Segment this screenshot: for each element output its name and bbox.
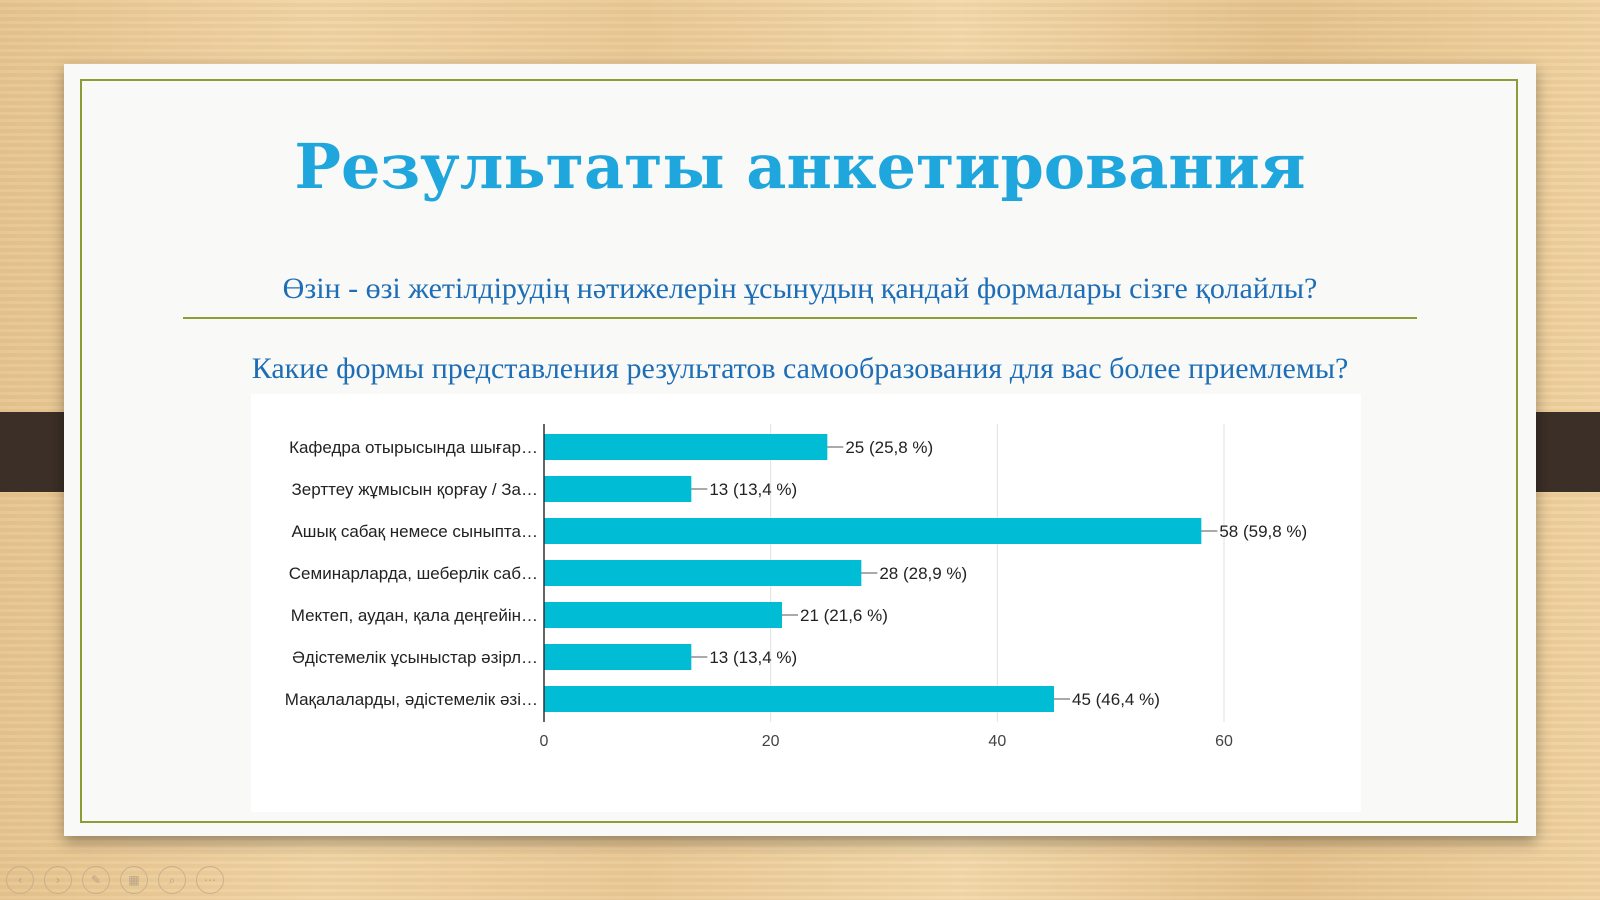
x-tick-label: 0 <box>540 733 549 750</box>
data-label: 45 (46,4 %) <box>1072 690 1160 709</box>
bar <box>544 644 692 670</box>
slide: Результаты анкетирования Өзін - өзі жеті… <box>64 64 1536 836</box>
next-icon[interactable]: › <box>44 866 72 894</box>
bar <box>544 560 862 586</box>
slide-title: Результаты анкетирования <box>294 130 1306 203</box>
slide-frame <box>80 79 1518 823</box>
more-icon[interactable]: ⋯ <box>196 866 224 894</box>
question-russian: Какие формы представления результатов са… <box>251 352 1349 385</box>
x-tick-label: 20 <box>762 733 780 750</box>
bar <box>544 686 1054 712</box>
zoom-icon[interactable]: ⌕ <box>158 866 186 894</box>
question-kazakh: Өзін - өзі жетілдірудің нәтижелерін ұсын… <box>282 272 1318 305</box>
bar <box>544 434 828 460</box>
data-label: 13 (13,4 %) <box>709 480 797 499</box>
bar <box>544 518 1202 544</box>
chart-container: 0 20 40 60 Кафедра отырысында шығар… 25 (25,8… <box>251 394 1361 812</box>
x-tick-label: 40 <box>988 733 1006 750</box>
category-label: Зерттеу жұмысын қорғау / За… <box>292 480 538 499</box>
data-label: 25 (25,8 %) <box>845 438 933 457</box>
bar-chart: 0 20 40 60 Кафедра отырысында шығар… 25 (25,8… <box>285 424 1307 750</box>
presentation-nav: ‹ › ✎ ▦ ⌕ ⋯ <box>6 866 224 894</box>
category-label: Мақалаларды, әдістемелік әзі… <box>285 690 538 709</box>
divider-line <box>183 317 1417 319</box>
data-label: 13 (13,4 %) <box>709 648 797 667</box>
prev-icon[interactable]: ‹ <box>6 866 34 894</box>
slides-icon[interactable]: ▦ <box>120 866 148 894</box>
category-label: Кафедра отырысында шығар… <box>289 438 538 457</box>
bar <box>544 476 692 502</box>
category-label: Мектеп, аудан, қала деңгейін… <box>291 606 538 625</box>
pen-icon[interactable]: ✎ <box>82 866 110 894</box>
x-tick-label: 60 <box>1215 733 1233 750</box>
data-label: 28 (28,9 %) <box>879 564 967 583</box>
category-label: Әдістемелік ұсыныстар әзірл… <box>292 648 538 667</box>
category-label: Семинарларда, шеберлік саб… <box>289 564 538 583</box>
data-label: 21 (21,6 %) <box>800 606 888 625</box>
data-label: 58 (59,8 %) <box>1219 522 1307 541</box>
bar <box>544 602 782 628</box>
category-label: Ашық сабақ немесе сыныпта… <box>291 522 538 541</box>
